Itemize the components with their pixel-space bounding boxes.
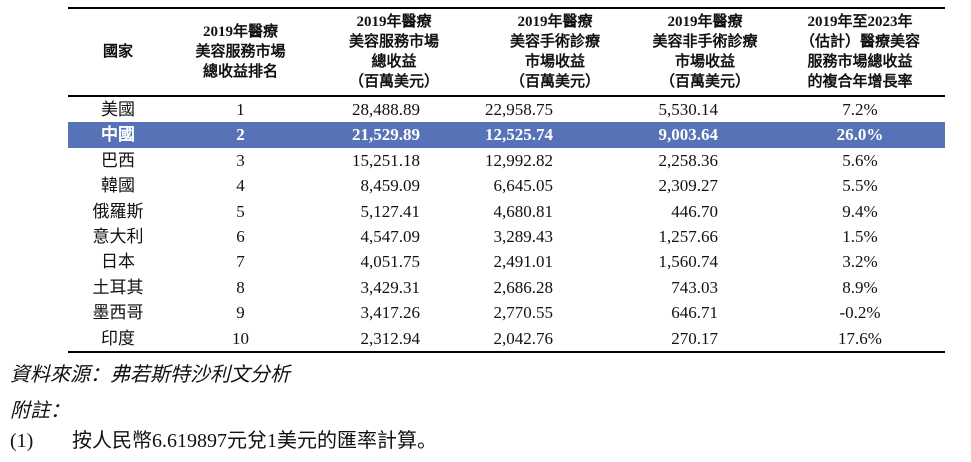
- cell-cagr: 5.6%: [842, 150, 878, 170]
- table-row: 墨西哥 9 3,417.26 2,770.55 646.71 -0.2%: [68, 300, 945, 325]
- table-row: 印度 10 2,312.94 2,042.76 270.17 17.6%: [68, 326, 945, 352]
- cell-surgical: 2,686.28: [493, 277, 554, 297]
- cell-cagr: 26.0%: [836, 125, 884, 145]
- cell-surgical: 12,992.82: [485, 150, 553, 170]
- cell-cagr: -0.2%: [839, 303, 881, 323]
- cell-total: 3,417.26: [360, 303, 421, 323]
- cell-cagr: 8.9%: [842, 277, 878, 297]
- cell-surgical: 3,289.43: [493, 227, 554, 247]
- cell-surgical: 2,042.76: [493, 328, 554, 348]
- cell-cagr: 7.2%: [842, 100, 878, 119]
- table-row: 俄羅斯 5 5,127.41 4,680.81 446.70 9.4%: [68, 199, 945, 224]
- cell-total: 8,459.09: [360, 176, 421, 196]
- cell-surgical: 22,958.75: [485, 100, 553, 119]
- table-row: 土耳其 8 3,429.31 2,686.28 743.03 8.9%: [68, 275, 945, 300]
- cell-country: 韓國: [101, 176, 135, 196]
- cell-nonsurgical: 1,257.66: [658, 227, 719, 247]
- table-row: 韓國 4 8,459.09 6,645.05 2,309.27 5.5%: [68, 173, 945, 198]
- cell-nonsurgical: 2,309.27: [658, 176, 719, 196]
- table-row: 巴西 3 15,251.18 12,992.82 2,258.36 5.6%: [68, 148, 945, 173]
- cell-rank: 3: [236, 150, 245, 170]
- cell-country: 中國: [101, 125, 135, 145]
- cell-rank: 9: [236, 303, 245, 323]
- table-body: 美國 1 28,488.89 22,958.75 5,530.14 7.2% 中…: [68, 96, 945, 353]
- cell-surgical: 6,645.05: [493, 176, 554, 196]
- cell-surgical: 4,680.81: [493, 201, 554, 221]
- cell-total: 4,051.75: [360, 252, 421, 272]
- cell-total: 28,488.89: [352, 100, 420, 119]
- cell-rank: 7: [236, 252, 245, 272]
- cell-surgical: 2,770.55: [493, 303, 554, 323]
- cell-cagr: 5.5%: [842, 176, 878, 196]
- col-header-surgical-revenue: 2019年醫療 美容手術診療 市場收益 （百萬美元）: [509, 14, 600, 90]
- cell-surgical: 12,525.74: [485, 125, 553, 145]
- col-header-revenue-rank: 2019年醫療 美容服務市場 總收益排名: [195, 24, 286, 80]
- table-row: 美國 1 28,488.89 22,958.75 5,530.14 7.2%: [68, 96, 945, 122]
- cell-surgical: 2,491.01: [493, 252, 554, 272]
- table-row: 意大利 6 4,547.09 3,289.43 1,257.66 1.5%: [68, 224, 945, 249]
- table-row-china-highlighted: 中國 2 21,529.89 12,525.74 9,003.64 26.0%: [68, 122, 945, 148]
- cell-rank: 10: [232, 328, 249, 348]
- cell-nonsurgical: 1,560.74: [658, 252, 719, 272]
- cell-country: 俄羅斯: [92, 201, 144, 221]
- col-header-country: 國家: [102, 44, 133, 60]
- cell-country: 意大利: [92, 227, 144, 247]
- cell-cagr: 9.4%: [842, 201, 878, 221]
- cell-cagr: 17.6%: [838, 328, 882, 348]
- note-1-text: 按人民幣6.619897元兌1美元的匯率計算。: [72, 430, 437, 452]
- cell-total: 3,429.31: [360, 277, 421, 297]
- cell-total: 15,251.18: [352, 150, 420, 170]
- cell-nonsurgical: 446.70: [671, 201, 718, 221]
- note-1-number: (1): [10, 430, 34, 452]
- cell-rank: 4: [236, 176, 245, 196]
- cell-nonsurgical: 270.17: [671, 328, 718, 348]
- cell-total: 21,529.89: [352, 125, 420, 145]
- cell-country: 墨西哥: [92, 303, 144, 323]
- cell-country: 美國: [101, 100, 135, 119]
- cell-country: 土耳其: [92, 277, 144, 297]
- notes-label: 附註：: [10, 400, 70, 422]
- cell-rank: 1: [236, 100, 245, 119]
- cell-nonsurgical: 646.71: [671, 303, 718, 323]
- cell-total: 5,127.41: [360, 201, 421, 221]
- col-header-cagr: 2019年至2023年 （估計）醫療美容 服務市場總收益 的複合年增長率: [799, 14, 920, 90]
- cell-rank: 2: [236, 125, 245, 145]
- cell-total: 4,547.09: [360, 227, 421, 247]
- medical-aesthetics-market-ranking-table: 國家 2019年醫療 美容服務市場 總收益排名 2019年醫療 美容服務市場 總…: [68, 7, 945, 353]
- col-header-total-revenue: 2019年醫療 美容服務市場 總收益 （百萬美元）: [348, 14, 439, 90]
- cell-nonsurgical: 9,003.64: [658, 125, 719, 145]
- cell-nonsurgical: 5,530.14: [658, 100, 719, 119]
- cell-nonsurgical: 743.03: [671, 277, 718, 297]
- source-line: 資料來源：弗若斯特沙利文分析: [10, 364, 290, 386]
- cell-cagr: 3.2%: [842, 252, 878, 272]
- table-row: 日本 7 4,051.75 2,491.01 1,560.74 3.2%: [68, 249, 945, 274]
- cell-cagr: 1.5%: [842, 227, 878, 247]
- cell-rank: 8: [236, 277, 245, 297]
- note-1: (1) 按人民幣6.619897元兌1美元的匯率計算。: [10, 428, 437, 454]
- cell-country: 日本: [101, 252, 135, 272]
- table-header: 國家 2019年醫療 美容服務市場 總收益排名 2019年醫療 美容服務市場 總…: [68, 8, 945, 96]
- cell-country: 印度: [101, 328, 135, 348]
- cell-rank: 6: [236, 227, 245, 247]
- col-header-nonsurgical-revenue: 2019年醫療 美容非手術診療 市場收益 （百萬美元）: [652, 14, 758, 90]
- table-header-row: 國家 2019年醫療 美容服務市場 總收益排名 2019年醫療 美容服務市場 總…: [68, 8, 945, 96]
- cell-total: 2,312.94: [360, 328, 421, 348]
- cell-nonsurgical: 2,258.36: [658, 150, 719, 170]
- cell-rank: 5: [236, 201, 245, 221]
- cell-country: 巴西: [101, 150, 135, 170]
